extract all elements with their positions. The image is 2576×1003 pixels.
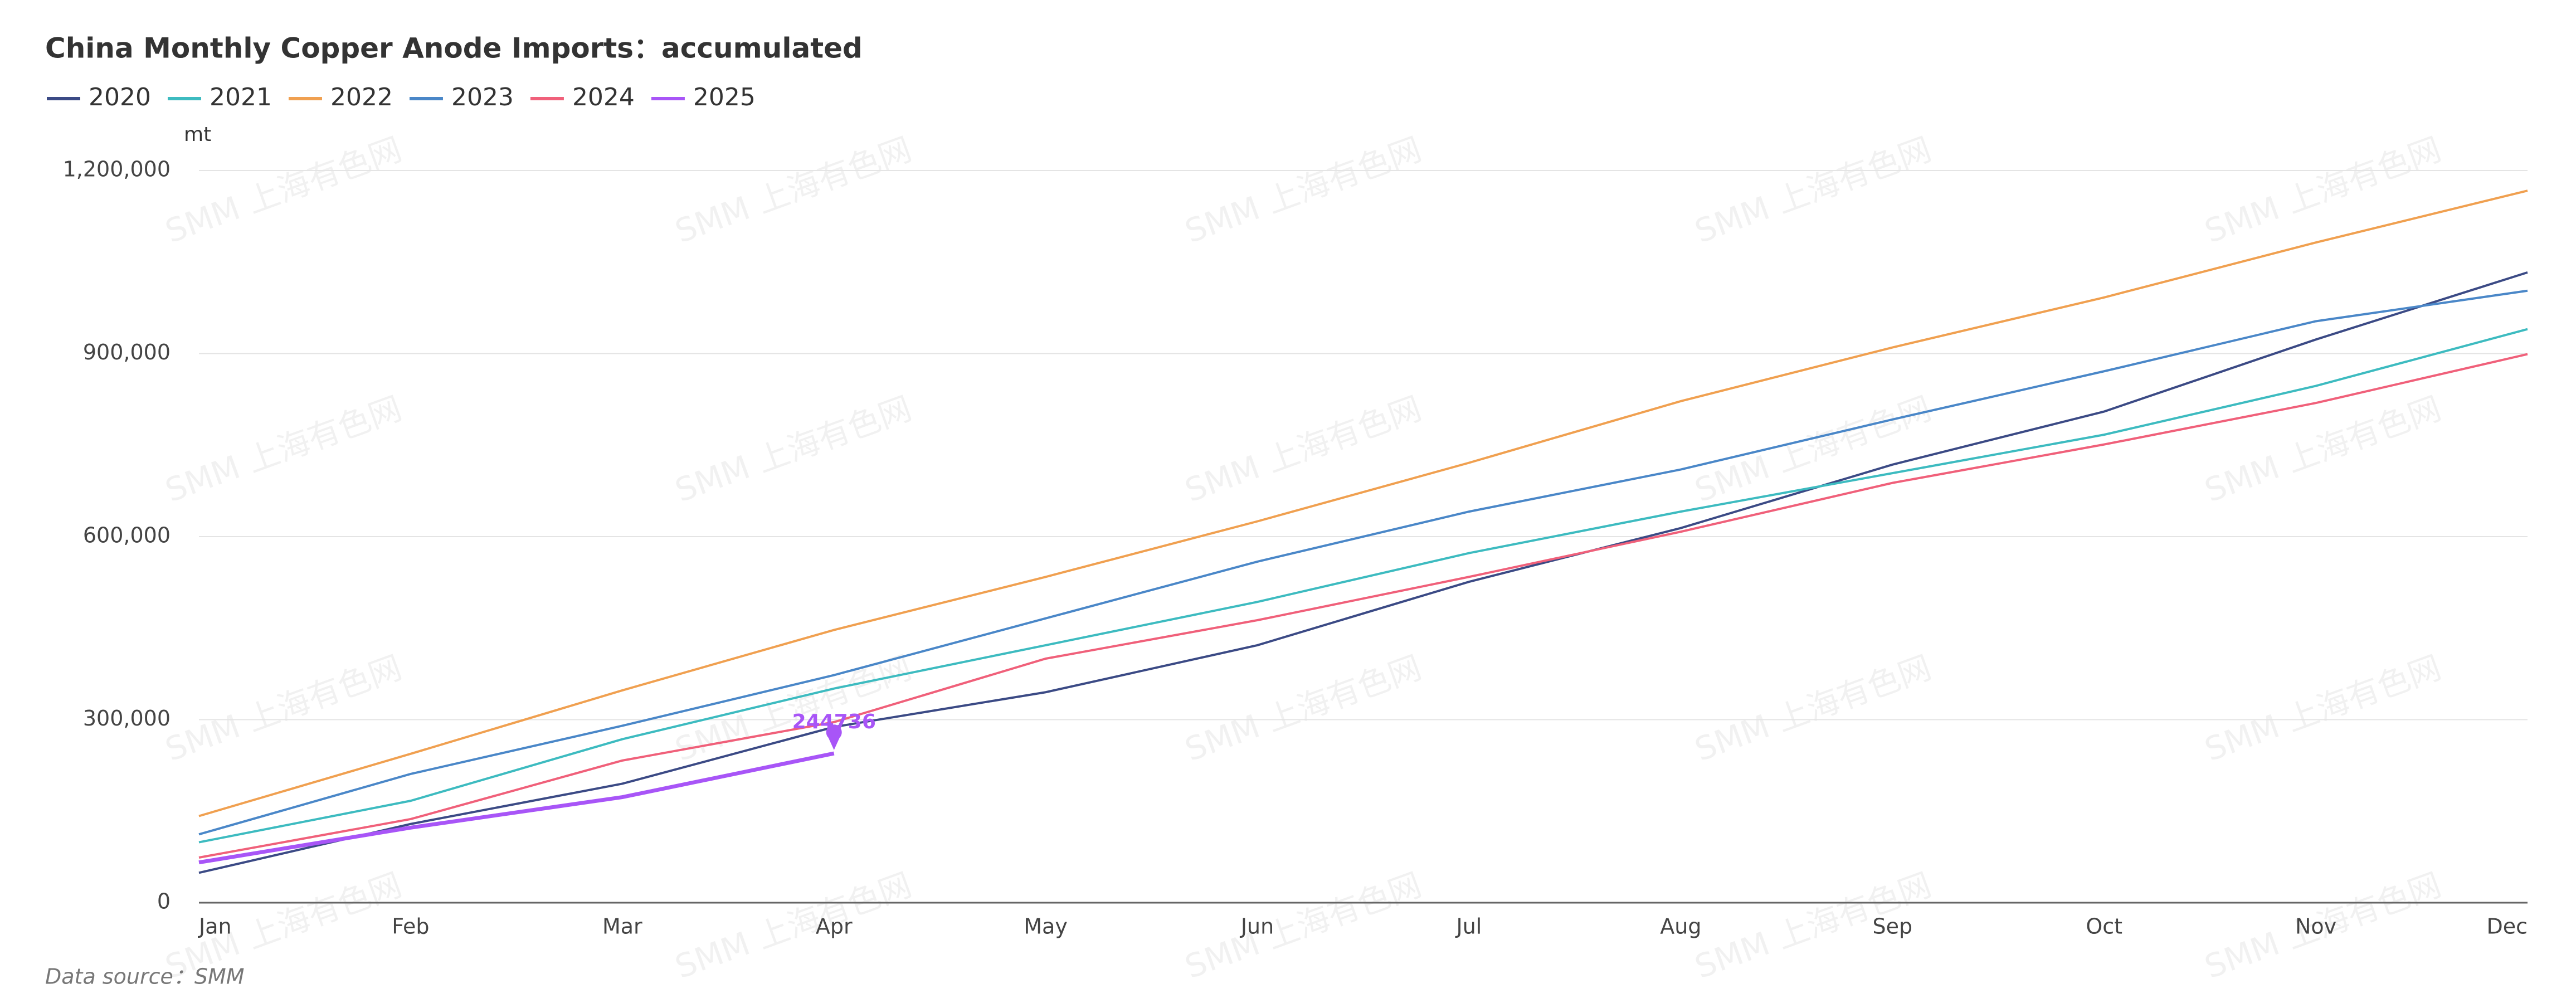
series-line (198, 353, 2528, 859)
x-tick-label: Jun (1240, 914, 1274, 939)
series-line (198, 751, 835, 865)
x-tick-label: Nov (2295, 914, 2336, 939)
series-line (198, 289, 2528, 836)
watermark: SMM 上海有色网 (2200, 130, 2446, 250)
x-tick-label: Jul (1455, 914, 1482, 939)
watermark: SMM 上海有色网 (1690, 389, 1936, 509)
y-tick-label: 900,000 (83, 340, 171, 364)
watermark: SMM 上海有色网 (670, 865, 917, 986)
legend-label: 2024 (572, 83, 635, 111)
x-tick-label: Aug (1660, 914, 1701, 939)
watermarks: SMM 上海有色网 SMM 上海有色网 SMM 上海有色网 SMM 上海有色网 SMM … (160, 130, 2446, 986)
legend-label: 2023 (451, 83, 514, 111)
data-source: Data source：SMM (45, 965, 245, 989)
watermark: SMM 上海有色网 (160, 130, 407, 250)
watermark: SMM 上海有色网 (1180, 389, 1426, 509)
data-label: 244736 (792, 710, 876, 733)
x-tick-label: Sep (1872, 914, 1912, 939)
legend-label: 2021 (210, 83, 272, 111)
y-tick-label: 600,000 (83, 523, 171, 548)
x-tick-label: Jan (198, 914, 232, 939)
series-line (198, 189, 2528, 817)
x-tick-label: May (1024, 914, 1068, 939)
watermark: SMM 上海有色网 (160, 389, 407, 509)
y-tick-label: 1,200,000 (63, 157, 171, 182)
end-marker (826, 724, 842, 751)
x-tick-label: Dec (2486, 914, 2528, 939)
watermark: SMM 上海有色网 (1690, 130, 1936, 250)
legend-label: 2020 (89, 83, 151, 111)
chart-title: China Monthly Copper Anode Imports：accum… (45, 32, 863, 65)
watermark: SMM 上海有色网 (1690, 648, 1936, 768)
x-tick-label: Apr (816, 914, 853, 939)
watermark: SMM 上海有色网 (670, 389, 917, 509)
y-tick-label: 0 (157, 889, 171, 914)
watermark: SMM 上海有色网 (1180, 130, 1426, 250)
legend-label: 2025 (693, 83, 756, 111)
watermark: SMM 上海有色网 (1180, 648, 1426, 768)
watermark: SMM 上海有色网 (670, 130, 917, 250)
x-tick-label: Oct (2086, 914, 2122, 939)
x-tick-label: Mar (602, 914, 642, 939)
series-line (198, 328, 2528, 844)
watermark: SMM 上海有色网 (2200, 648, 2446, 768)
watermark: SMM 上海有色网 (1180, 865, 1426, 986)
y-unit: mt (184, 123, 211, 146)
x-tick-label: Feb (392, 914, 429, 939)
y-tick-label: 300,000 (83, 706, 171, 731)
series-line (198, 271, 2528, 874)
watermark: SMM 上海有色网 (160, 648, 407, 768)
watermark: SMM 上海有色网 (2200, 389, 2446, 509)
legend-label: 2022 (330, 83, 393, 111)
